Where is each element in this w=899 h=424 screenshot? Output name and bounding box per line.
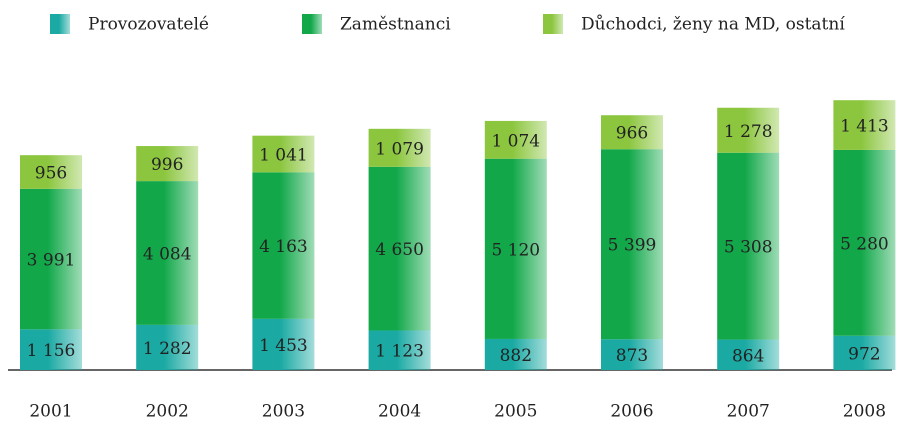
value-label: 996 xyxy=(151,155,183,175)
legend-label: Důchodci, ženy na MD, ostatní xyxy=(581,15,845,35)
value-label: 5 399 xyxy=(608,236,657,256)
bar-segment xyxy=(136,181,199,325)
bar-segment xyxy=(136,324,199,370)
bar-segment xyxy=(484,120,547,159)
bar-segment xyxy=(717,339,780,370)
bar-segment xyxy=(252,318,315,370)
value-label: 4 163 xyxy=(259,237,308,257)
value-label: 1 278 xyxy=(724,122,773,142)
bar-segment xyxy=(20,155,82,189)
value-label: 1 074 xyxy=(491,131,540,151)
x-tick-label: 2005 xyxy=(494,402,537,422)
legend-label: Provozovatelé xyxy=(88,15,209,35)
bar-segment xyxy=(484,338,547,370)
bar-segment xyxy=(601,115,663,150)
value-label: 864 xyxy=(732,346,764,366)
bar-segment xyxy=(20,188,82,330)
bar-segment xyxy=(368,128,431,167)
value-label: 956 xyxy=(35,164,67,184)
value-label: 3 991 xyxy=(27,251,76,271)
bar-segment xyxy=(136,146,199,182)
bar-segment xyxy=(601,149,663,340)
value-label: 882 xyxy=(500,346,532,366)
value-label: 1 123 xyxy=(375,342,424,362)
bar-segment xyxy=(252,135,315,173)
bar-segment xyxy=(833,335,896,370)
bar-segment xyxy=(601,339,663,370)
bar-segment xyxy=(717,152,780,340)
legend-label: Zaměstnanci xyxy=(340,15,451,35)
x-tick-label: 2007 xyxy=(727,402,770,422)
bar-segment xyxy=(368,166,431,331)
value-label: 972 xyxy=(848,344,880,364)
x-tick-label: 2001 xyxy=(29,402,72,422)
value-label: 1 413 xyxy=(840,117,889,137)
bar-segment xyxy=(252,172,315,319)
value-label: 5 308 xyxy=(724,238,773,258)
value-label: 1 156 xyxy=(27,341,76,361)
legend-swatch xyxy=(543,14,563,34)
value-label: 1 282 xyxy=(143,339,192,359)
legend-swatch xyxy=(50,14,70,34)
x-tick-label: 2008 xyxy=(843,402,886,422)
value-label: 4 084 xyxy=(143,244,192,264)
value-label: 966 xyxy=(616,124,648,144)
value-label: 873 xyxy=(616,346,648,366)
value-label: 1 453 xyxy=(259,336,308,356)
bar-segment xyxy=(833,100,896,150)
bar-segment xyxy=(833,149,896,336)
value-label: 1 041 xyxy=(259,145,308,165)
x-tick-label: 2004 xyxy=(378,402,421,422)
value-label: 5 280 xyxy=(840,234,889,254)
x-tick-label: 2006 xyxy=(610,402,653,422)
legend-swatch xyxy=(302,14,322,34)
x-tick-label: 2003 xyxy=(262,402,305,422)
bar-segment xyxy=(717,107,780,153)
bar-segment xyxy=(368,330,431,370)
x-tick-label: 2002 xyxy=(146,402,189,422)
value-label: 4 650 xyxy=(375,240,424,260)
bar-segment xyxy=(20,329,82,370)
value-label: 5 120 xyxy=(491,240,540,260)
value-label: 1 079 xyxy=(375,139,424,159)
bar-segment xyxy=(484,158,547,339)
